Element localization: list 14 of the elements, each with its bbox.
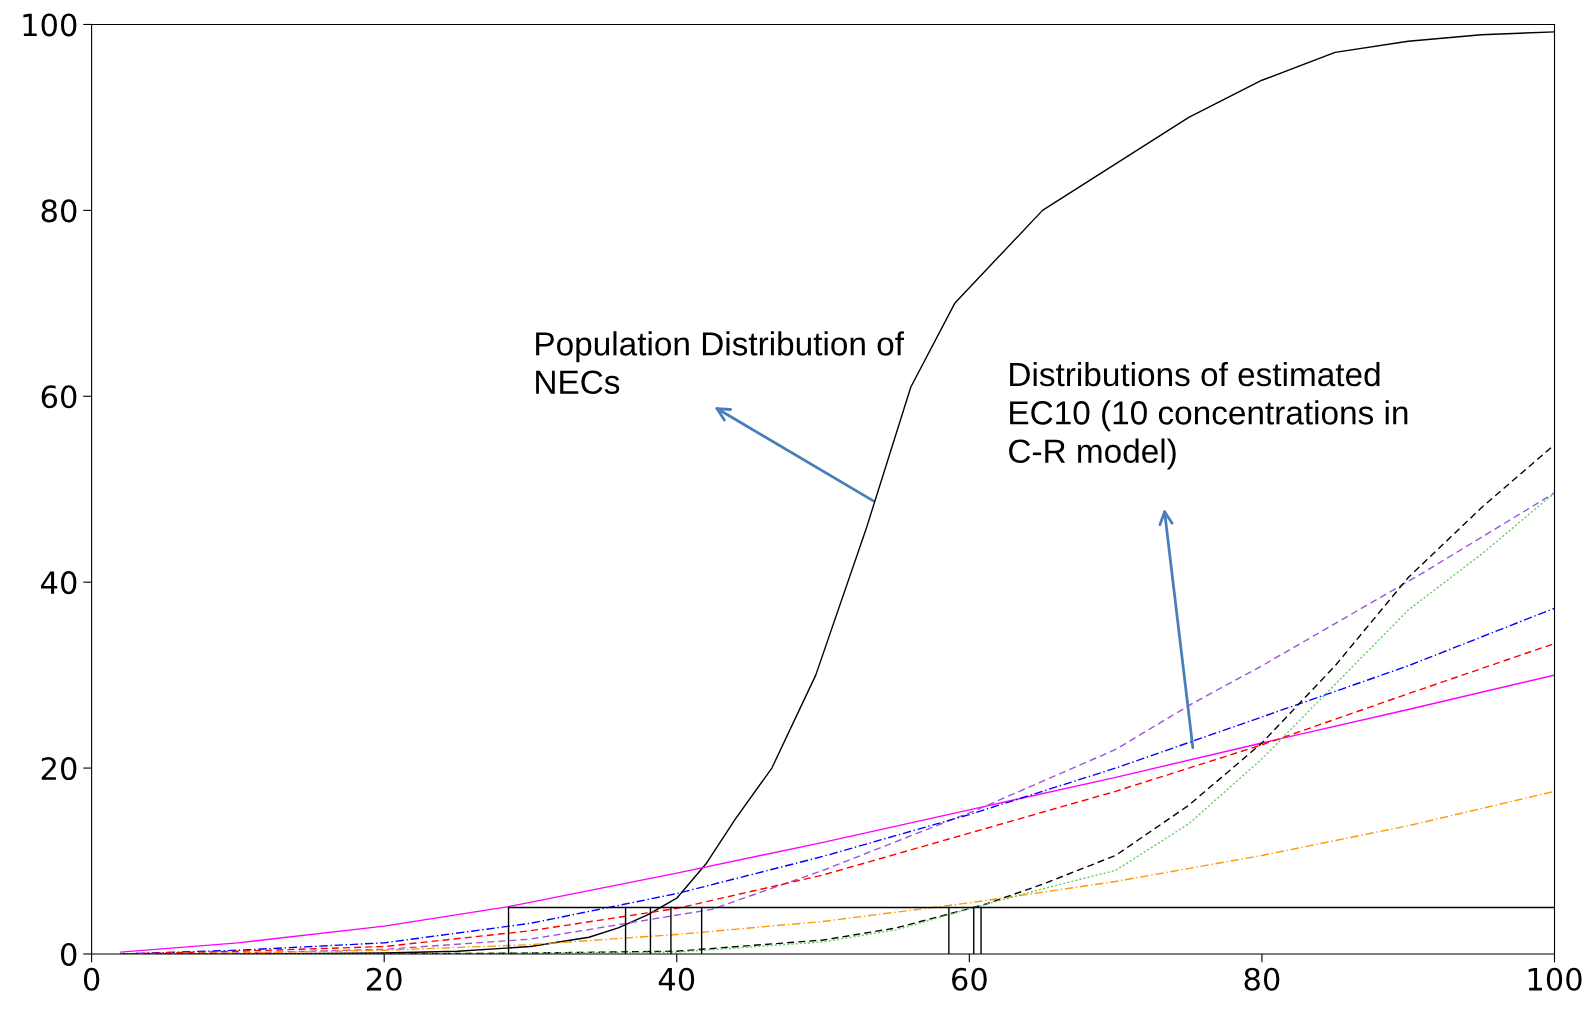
x-tick-label: 80 xyxy=(1244,967,1280,991)
annotation: Population Distribution of NECs xyxy=(536,331,905,395)
x-tick-label: 60 xyxy=(952,967,987,991)
y-tick-label: 40 xyxy=(41,571,77,595)
y-tick-label: 100 xyxy=(23,13,77,37)
y-tick-label: 20 xyxy=(41,757,77,781)
x-tick-label: 40 xyxy=(658,967,695,991)
y-tick-label: 60 xyxy=(41,385,77,409)
y-tick-label: 0 xyxy=(60,942,77,967)
y-tick-label: 80 xyxy=(41,199,77,223)
x-tick-label: 20 xyxy=(366,967,402,991)
annotation: Distributions of estimated EC10 (10 concentrations in C-R model) xyxy=(1009,361,1408,470)
x-tick-label: 100 xyxy=(1528,967,1582,991)
x-tick-label: 0 xyxy=(83,967,100,991)
